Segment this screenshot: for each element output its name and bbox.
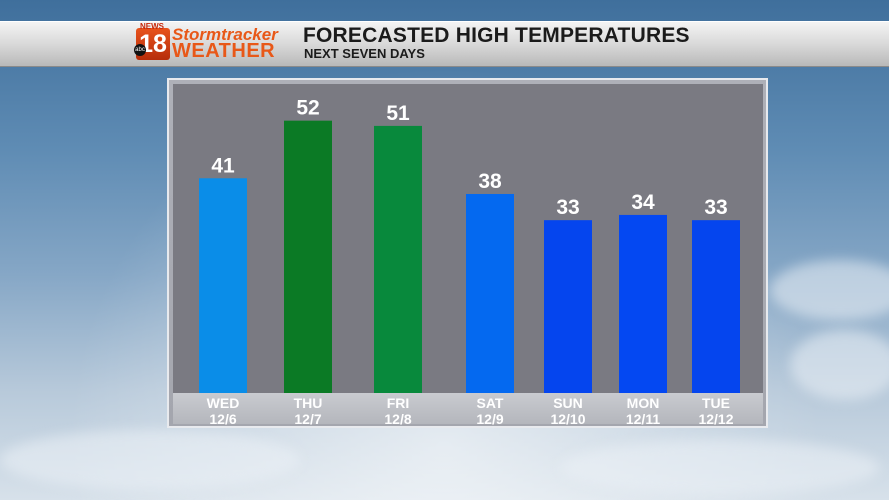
bar-thu [284,120,332,394]
cloud-shape [0,430,300,490]
x-tick-date-sun: 12/10 [550,411,585,427]
value-label-mon: 34 [631,191,655,214]
x-tick-day-mon: MON [627,395,660,411]
x-tick-date-fri: 12/8 [384,411,411,427]
station-logo: 18 NEWS abc Stormtracker WEATHER [134,22,298,62]
logo-network-badge: abc [134,44,146,56]
x-tick-day-sun: SUN [553,395,583,411]
value-label-sun: 33 [556,196,579,219]
value-label-fri: 51 [386,102,410,125]
bar-fri [374,125,422,393]
x-tick-date-sat: 12/9 [476,411,503,427]
logo-news-text: NEWS [140,22,164,31]
x-tick-day-sat: SAT [477,395,504,411]
x-tick-date-thu: 12/7 [294,411,321,427]
bar-sat [466,193,514,393]
page-subtitle: NEXT SEVEN DAYS [304,46,425,61]
x-tick-day-tue: TUE [702,395,730,411]
x-tick-day-wed: WED [207,395,240,411]
value-label-wed: 41 [211,154,235,177]
bar-tue [692,220,740,393]
cloud-shape [790,330,889,400]
value-label-sat: 38 [478,170,502,193]
x-tick-day-fri: FRI [387,395,410,411]
page-title: FORECASTED HIGH TEMPERATURES [303,24,690,47]
x-axis-strip [173,393,763,424]
x-tick-date-wed: 12/6 [209,411,236,427]
logo-weather-text: WEATHER [172,40,276,62]
bar-mon [619,214,667,393]
x-tick-day-thu: THU [294,395,323,411]
cloud-shape [560,440,880,495]
cloud-shape [770,260,889,320]
x-tick-date-mon: 12/11 [626,411,660,427]
logo-stormtracker-text: Stormtracker [172,25,278,44]
bar-wed [199,178,247,393]
x-tick-date-tue: 12/12 [698,411,733,427]
bar-sun [544,220,592,393]
value-label-thu: 52 [296,97,319,120]
logo-channel-number: 18 [136,28,170,60]
value-label-tue: 33 [704,196,727,219]
